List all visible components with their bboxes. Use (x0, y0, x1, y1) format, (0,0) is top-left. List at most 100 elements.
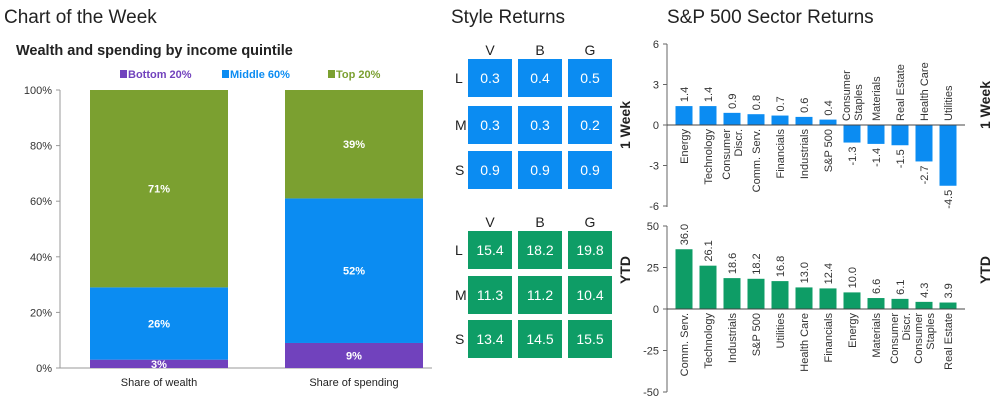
data-label: 3% (151, 359, 167, 371)
bar (747, 278, 765, 309)
bar-segment-middle-60- (90, 287, 228, 360)
data-label: 26% (148, 319, 170, 331)
y-tick-label: 0 (653, 120, 659, 132)
style-row-label: M (455, 117, 467, 133)
legend-label: Bottom 20% (128, 69, 192, 81)
bar (819, 119, 837, 125)
bar (723, 112, 741, 125)
value-label: 18.2 (751, 253, 763, 274)
bar-segment-top-20- (285, 90, 423, 199)
style-cell-week: 0.3 (468, 106, 512, 144)
style-row-label: M (455, 287, 467, 303)
bar (939, 302, 957, 309)
style-cell-week: 0.5 (568, 59, 612, 97)
bar (867, 298, 885, 309)
y-tick-label: 0 (653, 304, 659, 316)
value-label: 3.9 (943, 283, 955, 298)
value-label: 12.4 (823, 263, 835, 284)
category-label: Materials (871, 76, 883, 121)
legend-label: Middle 60% (230, 69, 290, 81)
legend-swatch (222, 70, 229, 78)
bar (843, 292, 861, 309)
chart-subtitle: Wealth and spending by income quintile (16, 43, 293, 59)
category-label: ConsumerDiscr. (721, 129, 745, 180)
value-label: -1.4 (871, 148, 883, 167)
bar (843, 125, 861, 143)
y-tick-label: 6 (653, 39, 659, 51)
y-tick-label: 40% (30, 252, 52, 264)
value-label: 36.0 (679, 224, 691, 245)
y-tick-label: -6 (649, 201, 659, 213)
data-label: 52% (343, 266, 365, 278)
category-label: ConsumerStaples (913, 313, 937, 364)
value-label: 0.6 (799, 98, 811, 113)
value-label: 6.6 (871, 279, 883, 294)
bar (747, 114, 765, 125)
category-label: Technology (703, 129, 715, 185)
category-label: Financials (775, 129, 787, 179)
legend-swatch (328, 70, 335, 78)
page-title: Chart of the Week (4, 7, 157, 28)
bar-segment-middle-60- (285, 198, 423, 343)
bar (867, 125, 885, 144)
style-cell-ytd: 18.2 (518, 231, 562, 269)
style-cell-week: 0.3 (468, 59, 512, 97)
y-tick-label: 0% (36, 363, 52, 375)
y-tick-label: -25 (643, 346, 659, 358)
value-label: 0.7 (775, 96, 787, 111)
value-label: 10.0 (847, 267, 859, 288)
value-label: 16.8 (775, 256, 787, 277)
value-label: 4.3 (919, 283, 931, 298)
category-label: Health Care (799, 313, 811, 372)
bar (675, 106, 693, 125)
style-cell-ytd: 11.3 (468, 276, 512, 314)
legend-label: Top 20% (336, 69, 381, 81)
category-label: Comm. Serv. (751, 129, 763, 192)
bar-segment-bottom-20- (90, 359, 228, 368)
bar (795, 287, 813, 309)
bar (675, 249, 693, 309)
value-label: 13.0 (799, 262, 811, 283)
value-label: -1.3 (847, 147, 859, 166)
category-label: ConsumerStaples (841, 70, 865, 121)
style-row-label: L (455, 70, 463, 86)
legend-swatch (120, 70, 127, 78)
bar-segment-bottom-20- (285, 342, 423, 368)
style-cell-ytd: 14.5 (518, 320, 562, 358)
value-label: 6.1 (895, 280, 907, 295)
style-cell-week: 0.9 (518, 151, 562, 189)
y-tick-label: -3 (649, 161, 659, 173)
category-label: Energy (847, 313, 859, 348)
style-cell-week: 0.9 (468, 151, 512, 189)
category-label: ConsumerDiscr. (889, 313, 913, 364)
bar (723, 278, 741, 309)
style-cell-week: 0.3 (518, 106, 562, 144)
category-label: Materials (871, 313, 883, 358)
y-tick-label: 3 (653, 80, 659, 92)
category-label: Utilities (943, 85, 955, 121)
category-label: Health Care (919, 62, 931, 121)
y-tick-label: 20% (30, 307, 52, 319)
style-cell-ytd: 13.4 (468, 320, 512, 358)
category-label: S&P 500 (751, 313, 763, 356)
style-column-header: B (535, 42, 545, 58)
x-tick-label: Share of wealth (121, 377, 197, 389)
bar (819, 288, 837, 309)
category-label: Industrials (727, 313, 739, 364)
style-cell-ytd: 10.4 (568, 276, 612, 314)
y-tick-label: 60% (30, 196, 52, 208)
y-tick-label: 100% (24, 85, 52, 97)
y-tick-label: -50 (643, 387, 659, 399)
style-cell-week: 0.2 (568, 106, 612, 144)
bar (891, 125, 909, 146)
data-label: 71% (148, 184, 170, 196)
bar (699, 265, 717, 309)
category-label: Financials (823, 313, 835, 363)
bar (915, 301, 933, 309)
style-cell-ytd: 15.5 (568, 320, 612, 358)
value-label: 26.1 (703, 240, 715, 261)
bar (699, 106, 717, 125)
category-label: Real Estate (943, 313, 955, 370)
y-tick-label: 25 (647, 263, 659, 275)
value-label: -4.5 (943, 190, 955, 209)
